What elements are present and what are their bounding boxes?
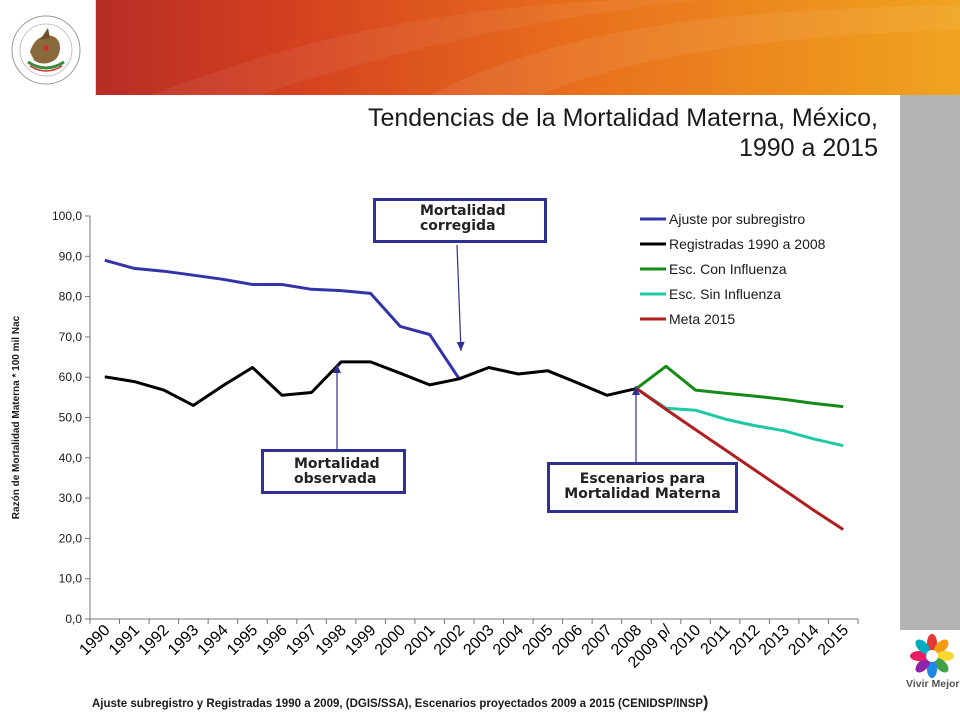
callout-corrected-line1: Mortalidad: [420, 203, 506, 219]
source-footnote: Ajuste subregistro y Registradas 1990 a …: [92, 694, 708, 712]
vivir-mejor-flower-icon: [910, 634, 954, 678]
callout-observed: Mortalidad observada: [261, 449, 406, 494]
callout-scenarios: Escenarios para Mortalidad Materna: [547, 462, 738, 513]
series-line: [104, 258, 461, 380]
x-tick-label: 1991: [106, 622, 143, 659]
y-tick-label: 90,0: [59, 249, 83, 263]
legend-label: Esc. Sin Influenza: [669, 286, 781, 302]
x-tick-label: 2013: [756, 622, 793, 659]
legend-label: Meta 2015: [669, 311, 735, 327]
x-tick-label: 2005: [519, 622, 556, 659]
x-tick-label: 2010: [667, 622, 704, 659]
callout-observed-line1: Mortalidad: [294, 456, 380, 472]
x-tick-label: 1998: [313, 622, 350, 659]
x-tick-label: 1996: [254, 622, 291, 659]
y-tick-label: 10,0: [59, 572, 83, 586]
y-axis-title: Razón de Mortalidad Materna * 100 mil Na…: [11, 315, 22, 519]
y-tick-label: 40,0: [59, 451, 83, 465]
series-line: [635, 387, 845, 531]
callout-scenarios-line2: Mortalidad Materna: [564, 486, 721, 502]
x-tick-label: 2003: [460, 622, 497, 659]
chart-title-line1: Tendencias de la Mortalidad Materna, Méx…: [368, 104, 878, 132]
x-tick-label: 1994: [195, 622, 232, 659]
x-tick-label: 2006: [549, 622, 586, 659]
footnote-close-paren: ): [703, 694, 709, 711]
callout-scenarios-line1: Escenarios para: [579, 471, 706, 487]
header-gradient: [0, 0, 960, 95]
footnote-text: Ajuste subregistro y Registradas 1990 a …: [92, 698, 704, 710]
mexico-coat-of-arms-icon: [11, 15, 81, 85]
header-band: [0, 0, 960, 95]
x-tick-label: 2012: [726, 622, 763, 659]
series-line: [635, 387, 844, 448]
legend-label: Registradas 1990 a 2008: [669, 236, 826, 252]
y-tick-label: 0,0: [65, 612, 82, 626]
y-tick-label: 100,0: [52, 209, 82, 223]
x-tick-label: 2000: [372, 622, 409, 659]
callout-corrected: Mortalidad corregida: [373, 198, 547, 243]
x-tick-label: 2001: [401, 622, 438, 659]
chart-title-line2: 1990 a 2015: [738, 134, 878, 162]
x-tick-label: 2007: [579, 622, 616, 659]
legend-label: Ajuste por subregistro: [669, 211, 805, 227]
vivir-mejor-label: Vivir Mejor: [906, 678, 960, 690]
arrow-observed-head: [333, 364, 341, 373]
y-tick-label: 80,0: [59, 290, 83, 304]
arrow-corrected: [456, 244, 462, 352]
x-tick-label: 1993: [165, 622, 202, 659]
arrow-corrected-head: [456, 341, 465, 351]
y-tick-label: 20,0: [59, 531, 83, 545]
x-tick-label: 2014: [785, 622, 822, 659]
right-side-bar: [900, 95, 960, 630]
seal-panel: [0, 0, 96, 95]
x-tick-label: 1995: [224, 622, 261, 659]
x-tick-label: 2002: [431, 622, 468, 659]
x-tick-label: 1999: [342, 622, 379, 659]
series-line: [104, 360, 637, 407]
x-tick-label: 2004: [490, 622, 527, 659]
x-tick-label: 1990: [76, 622, 113, 659]
x-tick-label: 1992: [135, 622, 172, 659]
x-tick-label: 2015: [815, 622, 852, 659]
callout-corrected-line2: corregida: [420, 218, 496, 234]
y-tick-label: 60,0: [59, 370, 83, 384]
x-tick-label: 2011: [698, 622, 734, 658]
callout-observed-line2: observada: [294, 471, 377, 487]
x-tick-label: 1997: [283, 622, 320, 659]
y-tick-label: 50,0: [59, 411, 83, 425]
y-tick-label: 30,0: [59, 491, 83, 505]
series-line: [635, 364, 844, 409]
legend-label: Esc. Con Influenza: [669, 261, 787, 277]
arrow-scenarios-head: [632, 386, 640, 395]
y-tick-label: 70,0: [59, 330, 83, 344]
